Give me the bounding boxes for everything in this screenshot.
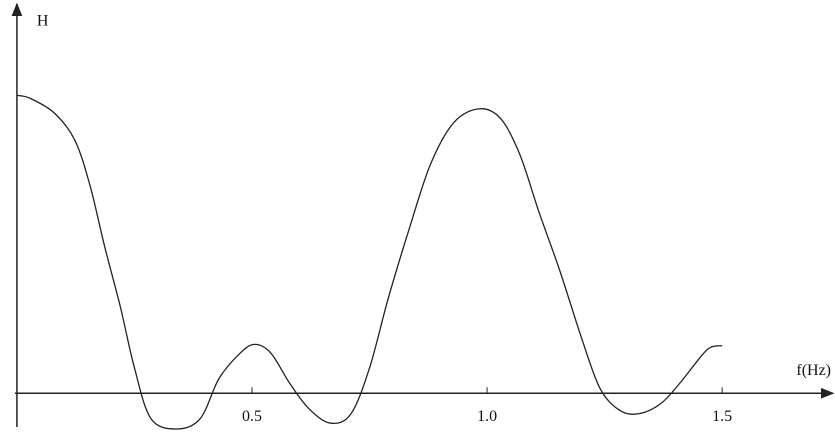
x-axis-label: f(Hz) bbox=[796, 362, 831, 379]
chart: Hf(Hz) 0.5 1.0 1.5 bbox=[0, 0, 835, 432]
page: {"chart_data": {"type": "line", "x_label… bbox=[0, 0, 835, 432]
x-tick-label: 1.0 bbox=[477, 408, 497, 425]
y-axis-label: H bbox=[37, 13, 49, 30]
line-series bbox=[17, 95, 722, 429]
x-tick-label: 0.5 bbox=[242, 408, 262, 425]
x-tick-label: 1.5 bbox=[712, 408, 732, 425]
